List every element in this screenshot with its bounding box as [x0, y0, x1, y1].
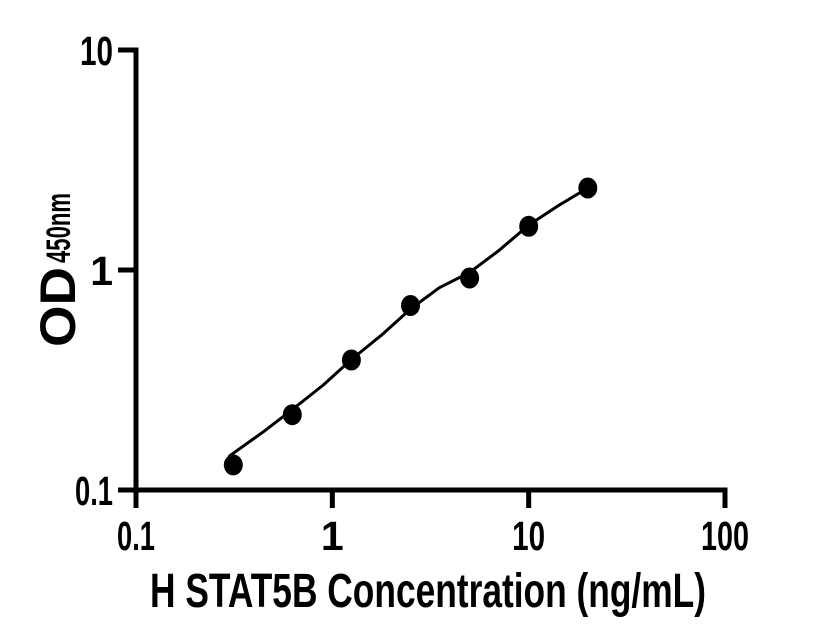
x-tick-label: 0.1 — [117, 513, 155, 559]
data-point-marker — [282, 404, 302, 426]
data-point-marker — [578, 177, 598, 199]
x-tick-label: 10 — [512, 513, 545, 559]
data-point-marker — [401, 295, 420, 316]
data-point-marker — [519, 215, 539, 237]
data-point-marker — [341, 349, 361, 371]
y-tick-label: 1 — [90, 248, 113, 294]
y-tick-label: 10 — [80, 28, 113, 74]
y-axis-title-subscript: 450nm — [40, 193, 78, 263]
axes-spines — [133, 47, 728, 493]
x-axis-title: H STAT5B Concentration (ng/mL) — [150, 565, 706, 618]
x-tick-label: 1 — [321, 513, 344, 559]
y-axis-title-main: OD — [30, 267, 86, 347]
data-point-marker — [460, 267, 480, 289]
y-tick-label: 0.1 — [75, 468, 113, 514]
data-point-marker — [223, 454, 243, 476]
x-tick-label: 100 — [701, 513, 749, 559]
